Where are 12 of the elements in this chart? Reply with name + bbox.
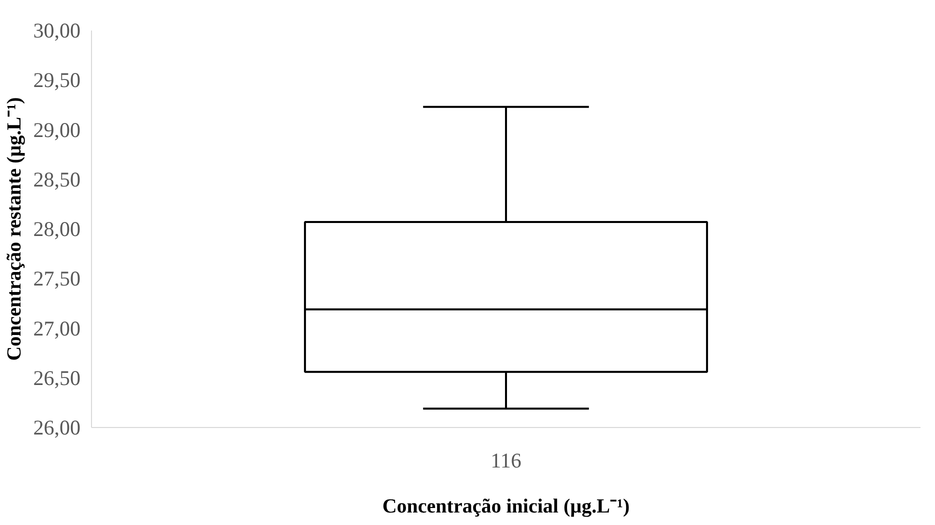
- y-tick-label: 27,50: [33, 266, 80, 291]
- y-tick-label: 30,00: [33, 18, 80, 42]
- y-tick-label: 29,50: [33, 68, 80, 92]
- x-axis-title: Concentração inicial (µg.L⁻¹): [382, 496, 630, 518]
- y-tick-label: 26,00: [33, 416, 80, 440]
- x-tick-label: 116: [490, 448, 522, 472]
- y-tick-label: 28,50: [33, 167, 80, 192]
- y-tick-label: 28,00: [33, 217, 80, 241]
- y-tick-label: 29,00: [33, 118, 80, 142]
- y-axis-title: Concentração restante (µg.L⁻¹): [3, 97, 26, 361]
- y-tick-label: 27,00: [33, 316, 80, 340]
- y-tick-label: 26,50: [33, 366, 80, 390]
